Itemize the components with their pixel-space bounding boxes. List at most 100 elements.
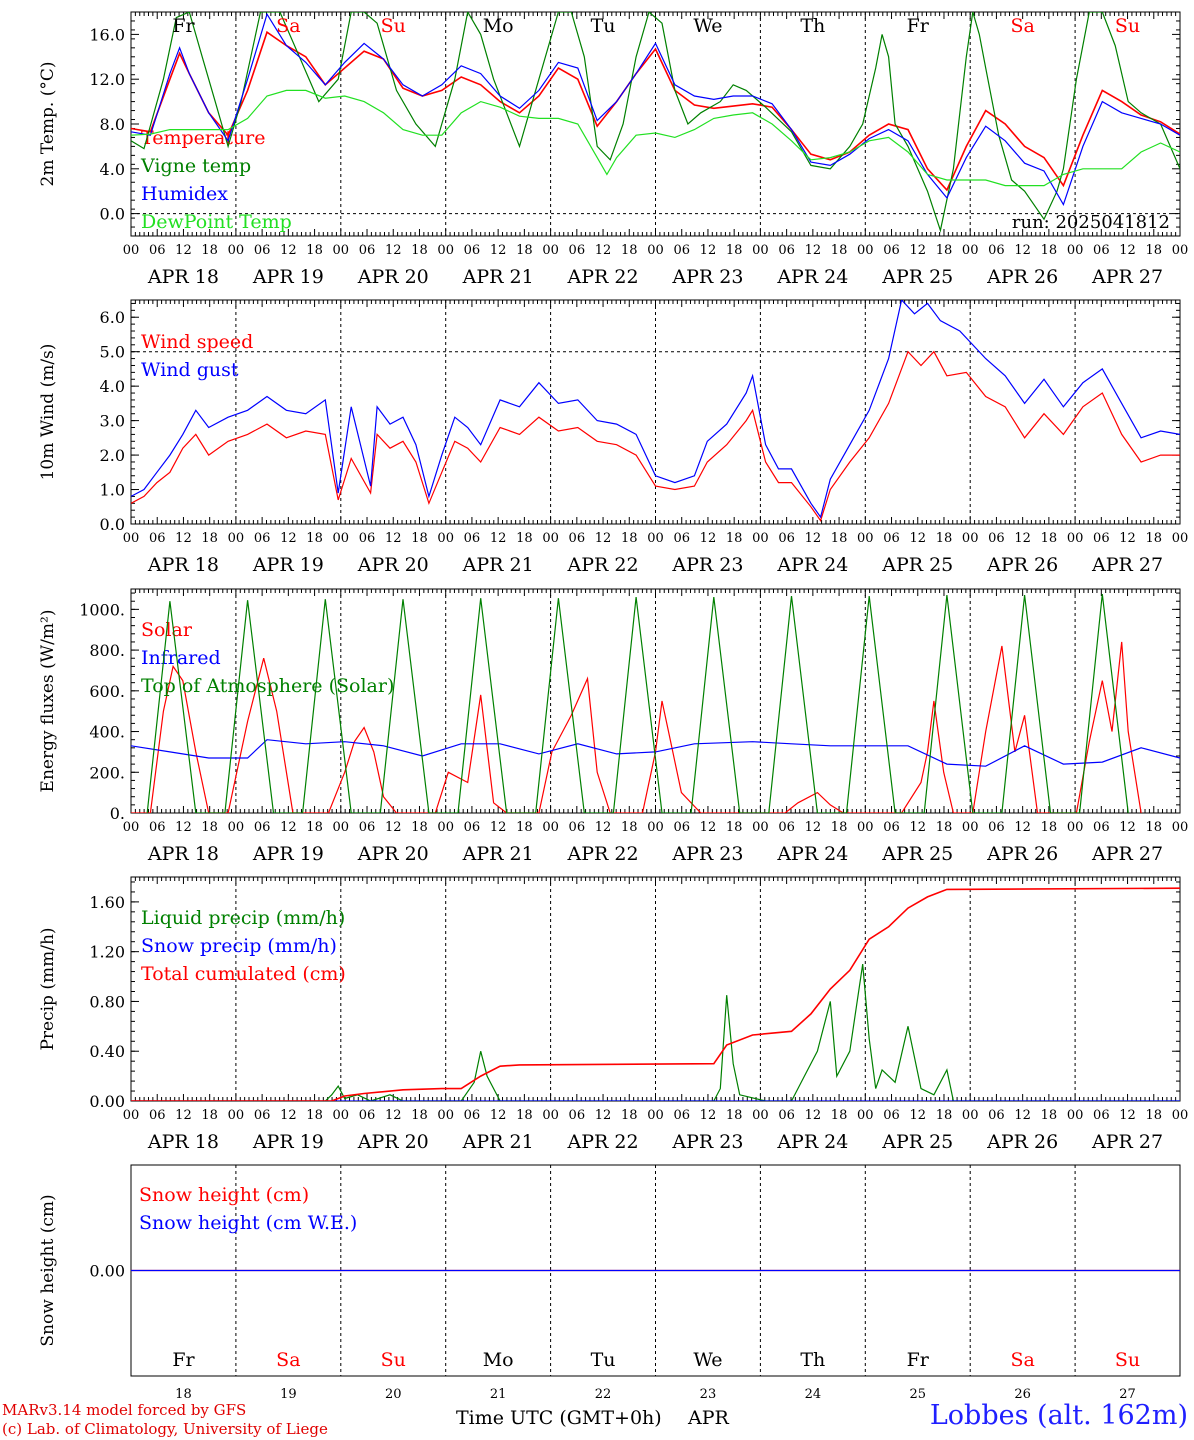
y-tick-label: 400.	[89, 723, 125, 742]
x-hour-label: 18	[411, 531, 428, 546]
x-hour-label: 00	[437, 243, 454, 258]
x-date-label: APR 27	[1091, 1131, 1163, 1153]
panel-frame	[130, 299, 1181, 525]
y-tick-label: 800.	[89, 641, 125, 660]
x-hour-label: 06	[569, 531, 586, 546]
x-hour-label: 06	[988, 243, 1005, 258]
y-axis-label: Precip (mm/h)	[38, 927, 58, 1050]
x-hour-label: 18	[306, 1108, 323, 1123]
x-date-label: APR 19	[252, 266, 324, 288]
x-date-label: APR 20	[357, 554, 429, 576]
x-hour-label: 12	[595, 1108, 612, 1123]
x-hour-label: 00	[1172, 820, 1189, 835]
weekday-label: Fr	[907, 15, 930, 37]
x-hour-label: 12	[700, 1108, 717, 1123]
y-tick-label: 1.20	[89, 943, 125, 962]
x-hour-label: 00	[123, 820, 140, 835]
x-date-label: APR 21	[462, 1131, 534, 1153]
weekday-label: Mo	[483, 15, 514, 37]
x-hour-label: 00	[123, 1108, 140, 1123]
legend-entry: Liquid precip (mm/h)	[141, 907, 345, 929]
x-hour-label: 12	[175, 1108, 192, 1123]
weekday-label: Tu	[591, 1349, 616, 1371]
x-hour-label: 18	[516, 1108, 533, 1123]
x-hour-label: 18	[621, 531, 638, 546]
x-hour-label: 00	[962, 820, 979, 835]
weekday-label: We	[693, 15, 722, 37]
panel-frame	[130, 11, 1181, 237]
weekday-label: Fr	[172, 15, 195, 37]
weekday-label: Sa	[276, 15, 300, 37]
x-hour-label: 18	[1146, 1108, 1163, 1123]
x-hour-label: 18	[201, 820, 218, 835]
x-hour-label: 00	[123, 531, 140, 546]
legend-entry: Wind speed	[141, 331, 253, 353]
x-date-label: APR 27	[1091, 266, 1163, 288]
series-line-top-of-atmosphere-solar-	[146, 594, 1129, 813]
x-hour-label: 06	[254, 531, 271, 546]
y-tick-label: 16.0	[89, 25, 125, 44]
weekday-label: Su	[381, 15, 406, 37]
x-hour-label: 12	[595, 820, 612, 835]
x-hour-label: 00	[437, 1108, 454, 1123]
x-hour-label: 06	[149, 820, 166, 835]
series-line-dewpoint-temp	[131, 89, 1180, 187]
legend-entry: Total cumulated (cm)	[141, 963, 346, 985]
x-hour-label: 06	[673, 531, 690, 546]
panel-frame	[130, 588, 1181, 814]
series-line-liquid-precip-mm-h-	[131, 964, 1180, 1101]
x-hour-label: 12	[490, 243, 507, 258]
x-hour-label: 12	[909, 820, 926, 835]
day-number-label: 20	[385, 1387, 402, 1402]
x-hour-label: 18	[201, 1108, 218, 1123]
day-number-label: 23	[700, 1387, 717, 1402]
x-hour-label: 18	[201, 243, 218, 258]
x-hour-label: 00	[228, 243, 245, 258]
x-hour-label: 06	[778, 820, 795, 835]
x-hour-label: 00	[647, 820, 664, 835]
series-line-wind-gust	[131, 300, 1180, 519]
lab-credit: (c) Lab. of Climatology, University of L…	[2, 1420, 328, 1438]
weekday-label: Fr	[907, 1349, 930, 1371]
y-tick-label: 2.0	[100, 446, 125, 465]
x-hour-label: 12	[175, 531, 192, 546]
x-hour-label: 06	[464, 243, 481, 258]
x-hour-label: 00	[857, 820, 874, 835]
x-hour-label: 00	[857, 1108, 874, 1123]
legend-entry: Top of Atmosphere (Solar)	[141, 675, 394, 697]
x-hour-label: 00	[542, 243, 559, 258]
x-hour-label: 12	[385, 531, 402, 546]
series-line-solar	[131, 641, 1142, 813]
weekday-label: Mo	[483, 1349, 514, 1371]
x-hour-label: 00	[1067, 1108, 1084, 1123]
x-date-label: APR 26	[986, 554, 1058, 576]
weekday-label: Sa	[276, 1349, 300, 1371]
x-hour-label: 12	[280, 820, 297, 835]
weekday-label: Su	[381, 1349, 406, 1371]
series-line-wind-speed	[131, 350, 1180, 522]
day-number-label: 27	[1119, 1387, 1136, 1402]
x-hour-label: 12	[1119, 1108, 1136, 1123]
x-hour-label: 00	[962, 1108, 979, 1123]
x-date-label: APR 27	[1091, 843, 1163, 865]
x-date-label: APR 18	[147, 266, 219, 288]
x-date-label: APR 25	[881, 1131, 953, 1153]
x-hour-label: 00	[647, 243, 664, 258]
x-hour-label: 00	[962, 243, 979, 258]
x-hour-label: 12	[909, 531, 926, 546]
x-hour-label: 18	[831, 1108, 848, 1123]
x-hour-label: 18	[411, 820, 428, 835]
series-line-humidex	[131, 12, 1180, 207]
x-hour-label: 06	[569, 243, 586, 258]
x-hour-label: 18	[1146, 820, 1163, 835]
x-hour-label: 12	[490, 531, 507, 546]
y-tick-label: 0.0	[100, 515, 125, 534]
x-hour-label: 12	[700, 531, 717, 546]
x-hour-label: 12	[1119, 531, 1136, 546]
x-date-label: APR 18	[147, 843, 219, 865]
x-date-label: APR 21	[462, 554, 534, 576]
x-hour-label: 00	[857, 243, 874, 258]
x-hour-label: 12	[175, 820, 192, 835]
y-tick-label: 6.0	[100, 308, 125, 327]
x-hour-label: 00	[542, 820, 559, 835]
